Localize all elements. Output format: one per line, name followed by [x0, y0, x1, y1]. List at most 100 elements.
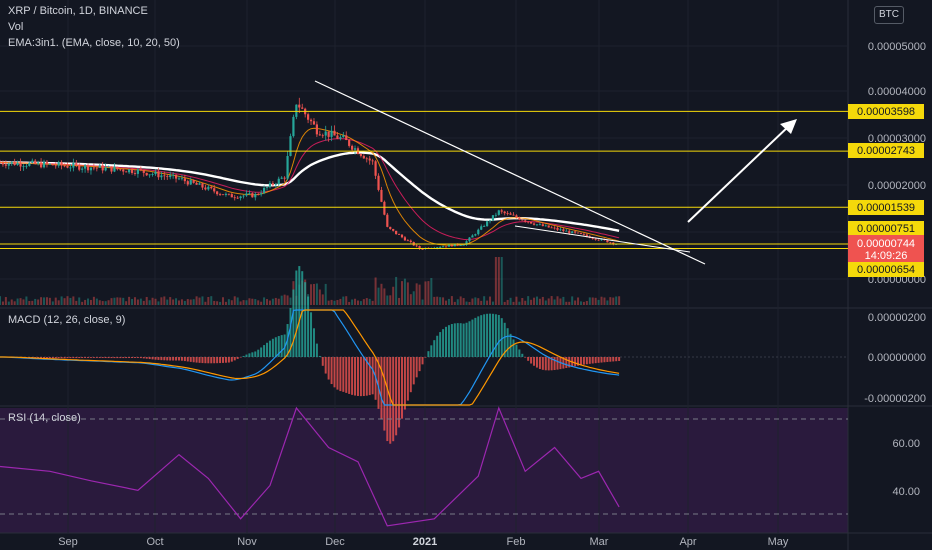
volume-bar [395, 276, 398, 305]
candle-body [180, 178, 184, 180]
volume-bar [274, 297, 277, 305]
candle-body [544, 225, 547, 227]
macd-histogram-bar [307, 296, 310, 357]
macd-histogram-bar [60, 357, 63, 359]
candle [318, 130, 321, 136]
candle-body [527, 221, 530, 223]
candle-body [456, 243, 459, 246]
candle [362, 154, 365, 159]
candle [459, 244, 462, 246]
volume-bar [222, 297, 225, 305]
candle [25, 163, 28, 169]
candle [39, 158, 43, 169]
volume-bar [69, 297, 72, 305]
rsi-label[interactable]: RSI (14, close) [8, 412, 81, 424]
volume-bar [119, 297, 122, 305]
candle [19, 158, 22, 171]
macd-tick-label: -0.00000200 [864, 393, 926, 405]
volume-bar [57, 300, 60, 305]
volume-bar [480, 300, 483, 305]
candle [63, 163, 66, 168]
macd-histogram-bar [251, 352, 254, 357]
volume-bar [345, 296, 348, 305]
volume-label[interactable]: Vol [8, 21, 24, 33]
candle [22, 164, 25, 171]
candle [1, 160, 5, 167]
volume-bar [336, 300, 339, 305]
candle [365, 156, 368, 163]
candle [527, 221, 530, 224]
candle-body [34, 160, 37, 164]
candle-body [10, 161, 13, 164]
macd-histogram-bar [462, 323, 465, 357]
volume-bar [34, 298, 37, 305]
candle-body [541, 224, 544, 227]
candle-body [113, 166, 116, 172]
macd-histogram-bar [242, 355, 245, 357]
candle-body [154, 171, 157, 175]
macd-histogram-bar [245, 354, 248, 357]
candle [122, 168, 125, 175]
macd-histogram-bar [318, 355, 321, 357]
candle [574, 230, 577, 234]
candle-body [69, 167, 72, 169]
volume-bar [339, 298, 342, 305]
macd-histogram-bar [380, 357, 383, 420]
macd-histogram-bar [148, 357, 151, 360]
level-label-box [848, 143, 924, 158]
volume-bar [0, 296, 1, 305]
candle-body [538, 224, 542, 226]
candle-body [22, 166, 25, 168]
macd-histogram-bar [585, 357, 588, 365]
macd-histogram-bar [280, 335, 283, 357]
candle [242, 194, 245, 199]
candle [224, 192, 228, 197]
volume-bar [445, 300, 448, 305]
candle [497, 209, 500, 216]
macd-histogram-bar [409, 357, 412, 393]
candle-body [324, 131, 327, 136]
volume-bar [398, 297, 401, 305]
candle [544, 224, 547, 227]
ema-label[interactable]: EMA:3in1. (EMA, close, 10, 20, 50) [8, 37, 180, 49]
candle-body [233, 197, 236, 199]
macd-histogram-bar [439, 332, 442, 357]
volume-bar [266, 299, 269, 305]
macd-label[interactable]: MACD (12, 26, close, 9) [8, 314, 126, 326]
candle-body [265, 187, 269, 188]
candle-body [571, 231, 574, 234]
candle [213, 184, 216, 194]
volume-bar [245, 300, 248, 305]
candle-body [172, 174, 175, 176]
candle-body [66, 165, 69, 168]
macd-histogram-bar [177, 357, 180, 361]
candle-body [386, 214, 389, 227]
macd-histogram-bar [107, 357, 110, 359]
currency-badge[interactable]: BTC [874, 6, 904, 24]
volume-bar [139, 298, 142, 305]
volume-bar [263, 297, 266, 305]
candle [509, 211, 512, 215]
candle-body [75, 162, 78, 165]
candle-body [95, 167, 98, 169]
candle-body [218, 194, 222, 195]
macd-histogram-bar [412, 357, 415, 385]
volume-bar [160, 297, 163, 305]
macd-histogram-bar [568, 357, 571, 368]
volume-bar [588, 297, 591, 305]
volume-bar [553, 299, 556, 305]
candle-body [500, 210, 503, 212]
macd-histogram-bar [556, 357, 559, 370]
chart-title[interactable]: XRP / Bitcoin, 1D, BINANCE [8, 5, 148, 17]
candle [78, 163, 81, 172]
candle-body [403, 237, 407, 241]
macd-histogram-bar [477, 316, 480, 357]
candle-body [230, 194, 233, 198]
time-tick-label: Mar [590, 536, 609, 548]
volume-bar [169, 297, 172, 305]
candle [292, 114, 295, 138]
volume-bar [406, 282, 409, 305]
volume-bar [37, 299, 40, 305]
candle [389, 226, 392, 230]
